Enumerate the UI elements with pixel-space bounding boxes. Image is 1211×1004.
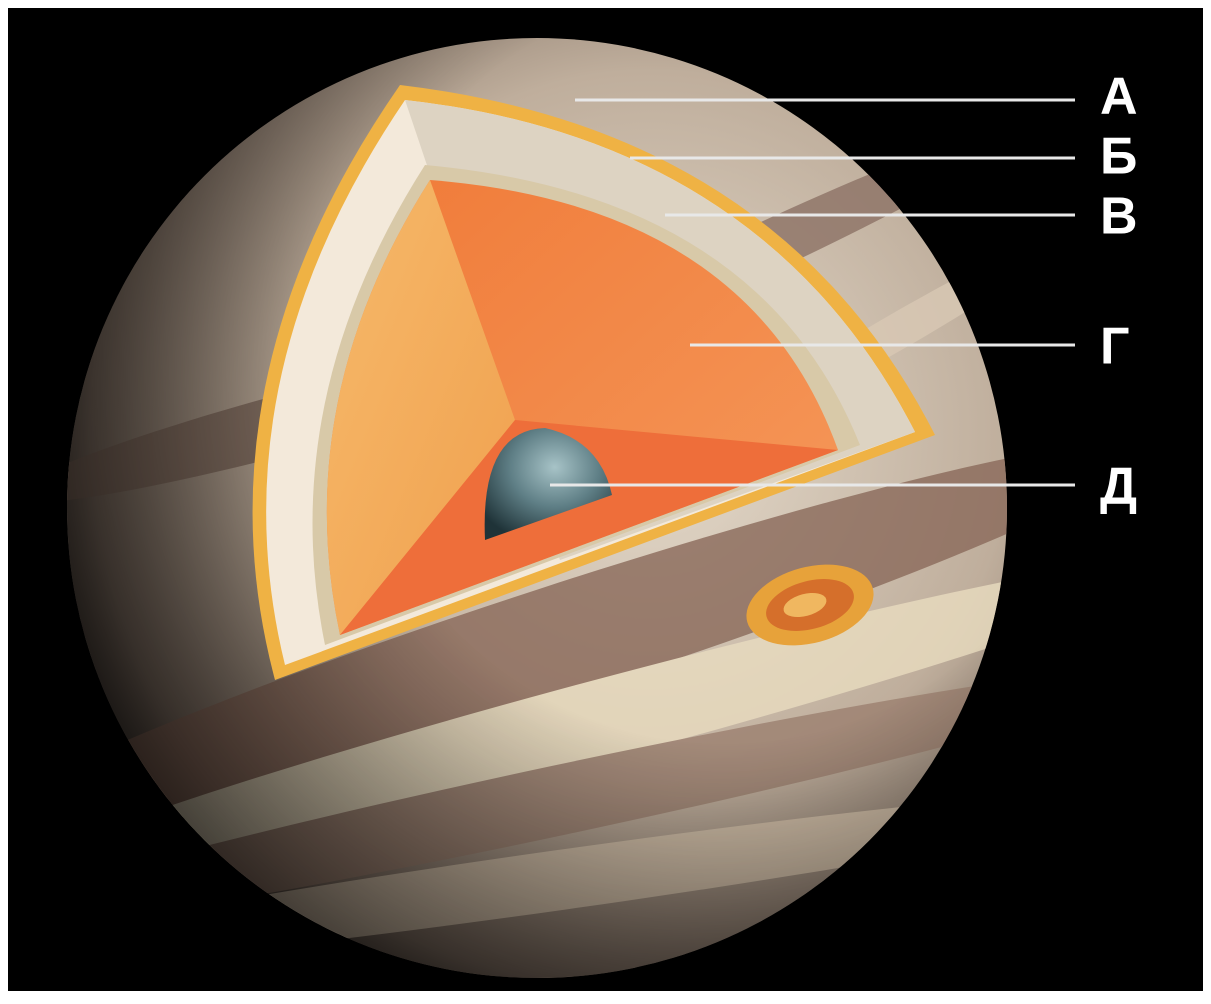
label: А — [1100, 68, 1138, 126]
label: Д — [1100, 458, 1137, 516]
cutaway — [252, 85, 936, 680]
core — [484, 428, 612, 540]
label: Г — [1100, 318, 1129, 376]
label: В — [1100, 188, 1138, 246]
labels: А Б В Г Д — [1100, 68, 1138, 516]
label: Б — [1100, 128, 1137, 186]
leader-lines — [550, 98, 1075, 487]
